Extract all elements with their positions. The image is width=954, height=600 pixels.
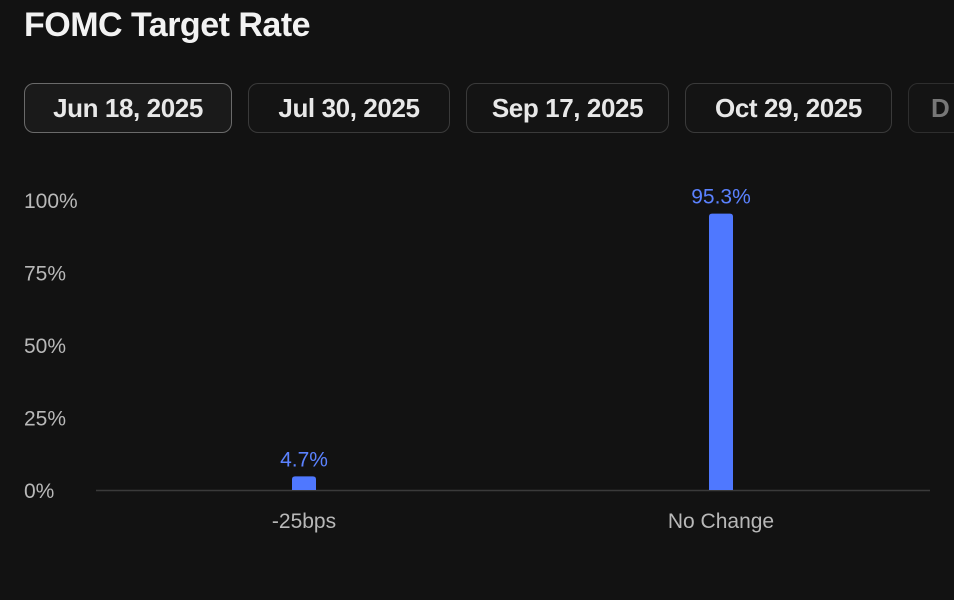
bars: 4.7% 95.3% [280,186,751,490]
bar-data-label: 4.7% [280,448,328,471]
tab-sep-17-2025[interactable]: Sep 17, 2025 [466,83,669,133]
tab-next-partial[interactable]: D [908,83,954,133]
bar[interactable] [292,476,316,490]
y-axis: 0% 25% 50% 75% 100% [24,190,78,503]
x-category-label: -25bps [272,510,336,533]
x-axis: -25bps No Change [272,510,774,533]
tab-jun-18-2025[interactable]: Jun 18, 2025 [24,83,232,133]
y-tick-label: 100% [24,190,78,213]
meeting-date-tabs: Jun 18, 2025 Jul 30, 2025 Sep 17, 2025 O… [24,83,954,137]
y-tick-label: 0% [24,480,54,503]
tab-jul-30-2025[interactable]: Jul 30, 2025 [248,83,450,133]
bar-data-label: 95.3% [691,186,751,209]
y-tick-label: 75% [24,263,66,286]
y-tick-label: 50% [24,335,66,358]
chart-title: FOMC Target Rate [24,6,311,44]
tab-oct-29-2025[interactable]: Oct 29, 2025 [685,83,892,133]
y-tick-label: 25% [24,408,66,431]
x-category-label: No Change [668,510,774,533]
bar[interactable] [709,213,733,490]
